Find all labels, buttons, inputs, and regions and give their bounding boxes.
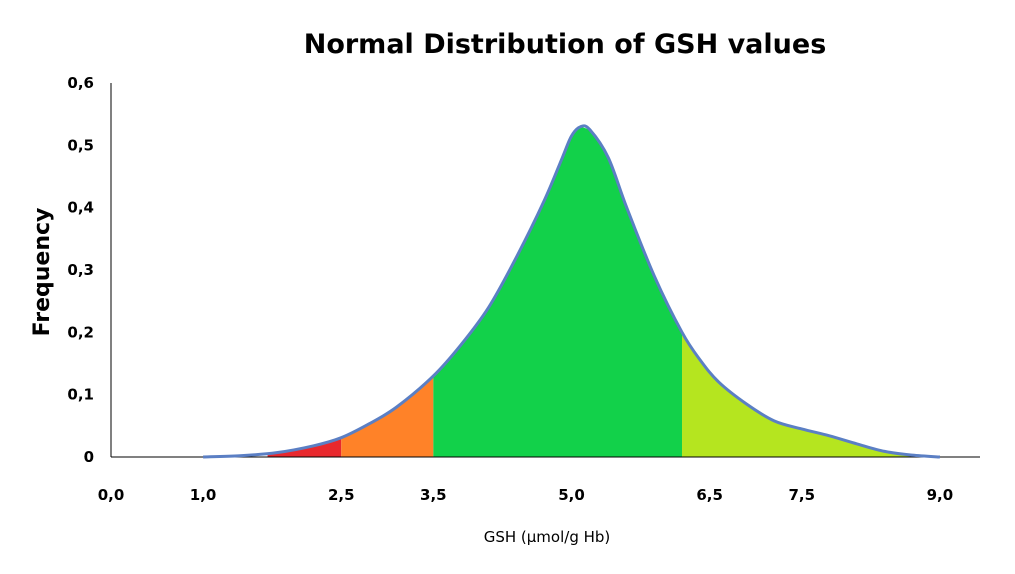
x-tick-label: 9,0: [927, 486, 954, 504]
x-tick-label: 2,5: [328, 486, 355, 504]
region-3: [682, 332, 940, 457]
y-tick-label: 0,6: [67, 74, 94, 92]
x-tick-label: 7,5: [788, 486, 815, 504]
x-tick-label: 0,0: [98, 486, 125, 504]
distribution-curve: [203, 124, 941, 459]
x-axis-label: GSH (µmol/g Hb): [484, 528, 611, 546]
plot-area: 0 0,1 0,2 0,3 0,4 0,5 0,6 0,0 1,0 2,5 3,5 5,0 6,5 7,5…: [67, 74, 980, 504]
y-tick-label: 0,3: [67, 261, 94, 279]
y-tick-label: 0,1: [67, 386, 94, 404]
y-tick-label: 0,4: [67, 199, 94, 217]
x-tick-label: 5,0: [558, 486, 585, 504]
y-tick-label: 0,2: [67, 323, 94, 341]
y-tick-label: 0,5: [67, 136, 94, 154]
chart-title: Normal Distribution of GSH values: [304, 29, 827, 60]
region-2: [433, 127, 683, 457]
y-axis-label: Frequency: [30, 208, 55, 337]
x-tick-label: 1,0: [190, 486, 217, 504]
x-tick-label: 3,5: [420, 486, 447, 504]
y-tick-label: 0: [84, 448, 94, 466]
x-tick-label: 6,5: [696, 486, 723, 504]
